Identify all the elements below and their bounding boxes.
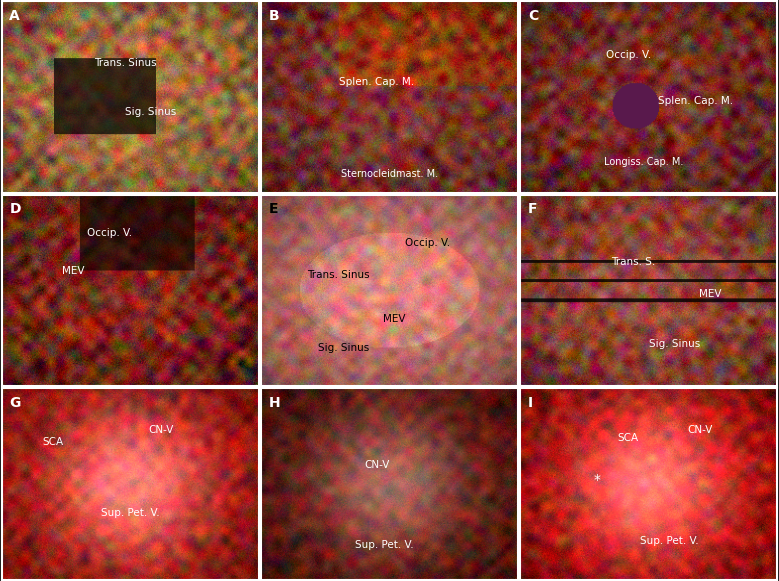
Text: MEV: MEV [700,289,722,299]
Text: SCA: SCA [42,437,64,447]
Text: CN-V: CN-V [148,425,174,435]
Text: Sig. Sinus: Sig. Sinus [649,339,700,349]
Text: C: C [528,9,538,23]
Text: Occip. V.: Occip. V. [87,228,132,238]
Text: Sup. Pet. V.: Sup. Pet. V. [355,540,414,550]
Text: H: H [269,396,280,410]
Text: E: E [269,202,278,216]
Text: Sternocleidmast. M.: Sternocleidmast. M. [341,168,438,179]
Text: MEV: MEV [383,314,406,324]
Text: *: * [594,473,601,487]
Text: Occip. V.: Occip. V. [606,50,651,60]
Text: CN-V: CN-V [688,425,713,435]
Text: Trans. S.: Trans. S. [612,257,656,267]
Text: MEV: MEV [62,266,85,277]
Text: A: A [9,9,20,23]
Text: Splen. Cap. M.: Splen. Cap. M. [657,96,733,106]
Text: Splen. Cap. M.: Splen. Cap. M. [339,77,414,87]
Text: F: F [528,202,538,216]
Text: CN-V: CN-V [364,460,390,470]
Text: G: G [9,396,21,410]
Text: Occip. V.: Occip. V. [406,238,450,248]
Text: Sup. Pet. V.: Sup. Pet. V. [100,508,160,518]
Text: I: I [528,396,533,410]
Text: Trans. Sinus: Trans. Sinus [93,58,157,67]
Text: SCA: SCA [618,433,639,443]
Text: Sig. Sinus: Sig. Sinus [125,107,176,117]
Text: Sup. Pet. V.: Sup. Pet. V. [640,536,699,547]
Text: D: D [9,202,21,216]
Text: B: B [269,9,280,23]
Text: Longiss. Cap. M.: Longiss. Cap. M. [604,157,683,167]
Text: Trans. Sinus: Trans. Sinus [307,270,369,280]
Text: Sig. Sinus: Sig. Sinus [318,343,368,353]
